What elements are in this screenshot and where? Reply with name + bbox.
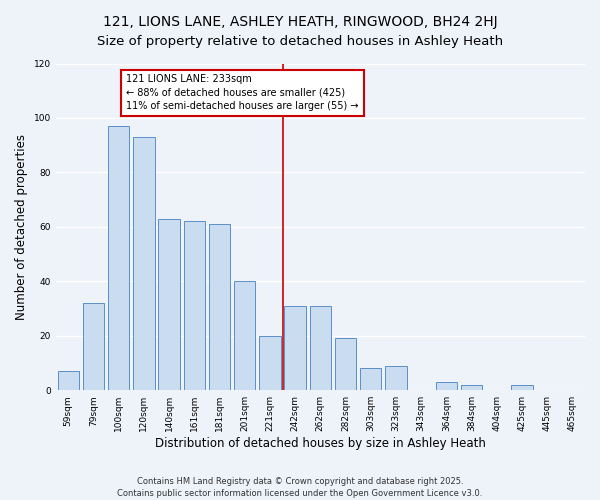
Bar <box>284 306 306 390</box>
X-axis label: Distribution of detached houses by size in Ashley Heath: Distribution of detached houses by size … <box>155 437 486 450</box>
Bar <box>234 282 256 390</box>
Bar <box>58 371 79 390</box>
Bar <box>511 385 533 390</box>
Text: Contains HM Land Registry data © Crown copyright and database right 2025.
Contai: Contains HM Land Registry data © Crown c… <box>118 476 482 498</box>
Text: Size of property relative to detached houses in Ashley Heath: Size of property relative to detached ho… <box>97 35 503 48</box>
Bar <box>108 126 130 390</box>
Bar <box>133 137 155 390</box>
Bar <box>158 218 180 390</box>
Text: 121 LIONS LANE: 233sqm
← 88% of detached houses are smaller (425)
11% of semi-de: 121 LIONS LANE: 233sqm ← 88% of detached… <box>126 74 359 111</box>
Bar <box>184 222 205 390</box>
Bar <box>360 368 382 390</box>
Text: 121, LIONS LANE, ASHLEY HEATH, RINGWOOD, BH24 2HJ: 121, LIONS LANE, ASHLEY HEATH, RINGWOOD,… <box>103 15 497 29</box>
Bar <box>209 224 230 390</box>
Bar <box>436 382 457 390</box>
Bar <box>310 306 331 390</box>
Bar <box>461 385 482 390</box>
Bar <box>385 366 407 390</box>
Bar <box>259 336 281 390</box>
Bar <box>335 338 356 390</box>
Y-axis label: Number of detached properties: Number of detached properties <box>15 134 28 320</box>
Bar <box>83 303 104 390</box>
